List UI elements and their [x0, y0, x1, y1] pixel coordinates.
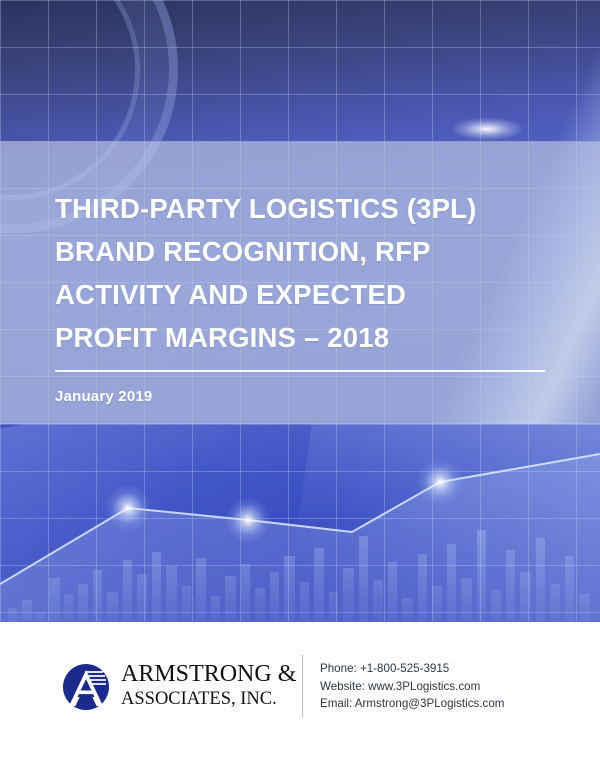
page-footer: ARMSTRONG & ASSOCIATES, INC. Phone: +1-8…	[0, 622, 600, 776]
company-wordmark: ARMSTRONG & ASSOCIATES, INC.	[121, 660, 297, 712]
page-title-line-4: PROFIT MARGINS – 2018	[55, 322, 390, 353]
chart-bar	[78, 584, 88, 622]
chart-bar	[166, 566, 177, 622]
contact-phone: Phone: +1-800-525-3915	[320, 662, 450, 676]
company-logo: ARMSTRONG & ASSOCIATES, INC.	[62, 661, 296, 712]
chart-bar	[477, 530, 486, 622]
chart-bar	[550, 584, 560, 622]
contact-email[interactable]: Email: Armstrong@3PLogistics.com	[320, 697, 505, 711]
chart-bar	[64, 594, 73, 622]
chart-bar	[300, 582, 309, 622]
chart-bar	[123, 560, 132, 622]
trend-node-glows	[0, 424, 600, 622]
chart-bar	[329, 592, 338, 622]
bar-chart-graphic	[0, 424, 600, 622]
trend-node-glow	[417, 459, 463, 505]
title-block: THIRD-PARTY LOGISTICS (3PL) BRAND RECOGN…	[55, 187, 550, 405]
footer-content: ARMSTRONG & ASSOCIATES, INC. Phone: +1-8…	[62, 655, 504, 718]
chart-bar	[152, 552, 161, 622]
trend-node-glow	[105, 485, 151, 531]
chart-bar	[314, 548, 324, 622]
chart-bar	[432, 586, 442, 622]
armstrong-a-logo-icon	[62, 663, 110, 711]
page-title-line-2: BRAND RECOGNITION, RFP	[55, 236, 431, 267]
chart-bar	[36, 612, 45, 622]
chart-bar	[359, 536, 368, 622]
chart-bar	[196, 558, 206, 622]
chart-bar	[8, 608, 17, 622]
contact-website[interactable]: Website: www.3PLogistics.com	[320, 679, 481, 693]
chart-bar	[373, 580, 383, 622]
trend-node-glow	[225, 497, 271, 543]
title-band: THIRD-PARTY LOGISTICS (3PL) BRAND RECOGN…	[0, 141, 600, 425]
lens-flare-graphic	[452, 118, 522, 140]
chart-bar	[343, 568, 354, 622]
chart-bar	[536, 538, 545, 622]
chart-bar	[418, 554, 427, 622]
chart-bar	[211, 596, 220, 622]
chart-bar	[506, 550, 515, 622]
chart-bar	[22, 600, 32, 622]
chart-bar	[241, 564, 250, 622]
chart-bar	[182, 586, 191, 622]
chart-bar	[93, 570, 102, 622]
chart-bar	[461, 578, 472, 622]
chart-bar	[565, 556, 574, 622]
wordmark-line-2: ASSOCIATES, INC.	[121, 688, 277, 709]
chart-bar	[388, 562, 397, 622]
grid-overlay-bottom	[0, 424, 600, 622]
chart-bar	[107, 592, 118, 622]
title-divider-rule	[55, 370, 545, 372]
chart-bar	[270, 572, 279, 622]
trend-line-path	[0, 453, 600, 585]
bottom-hero-graphic	[0, 424, 600, 622]
chart-bar	[255, 588, 265, 622]
page-title-line-3: ACTIVITY AND EXPECTED	[55, 279, 407, 310]
chart-bar	[491, 590, 501, 622]
contact-info: Phone: +1-800-525-3915 Website: www.3PLo…	[320, 660, 504, 713]
chart-bar	[579, 594, 590, 622]
chart-bar	[284, 556, 295, 622]
wordmark-line-1: ARMSTRONG &	[121, 660, 297, 687]
chart-bar	[447, 544, 456, 622]
chart-bar	[402, 598, 413, 622]
chart-bar	[225, 576, 236, 622]
page-title-line-1: THIRD-PARTY LOGISTICS (3PL)	[55, 193, 477, 224]
logo-mark-svg	[63, 663, 109, 710]
footer-divider	[302, 655, 303, 718]
chart-bar	[49, 578, 60, 622]
publication-date: January 2019	[55, 388, 153, 405]
chart-bar	[520, 572, 531, 622]
chart-bar	[137, 574, 147, 622]
